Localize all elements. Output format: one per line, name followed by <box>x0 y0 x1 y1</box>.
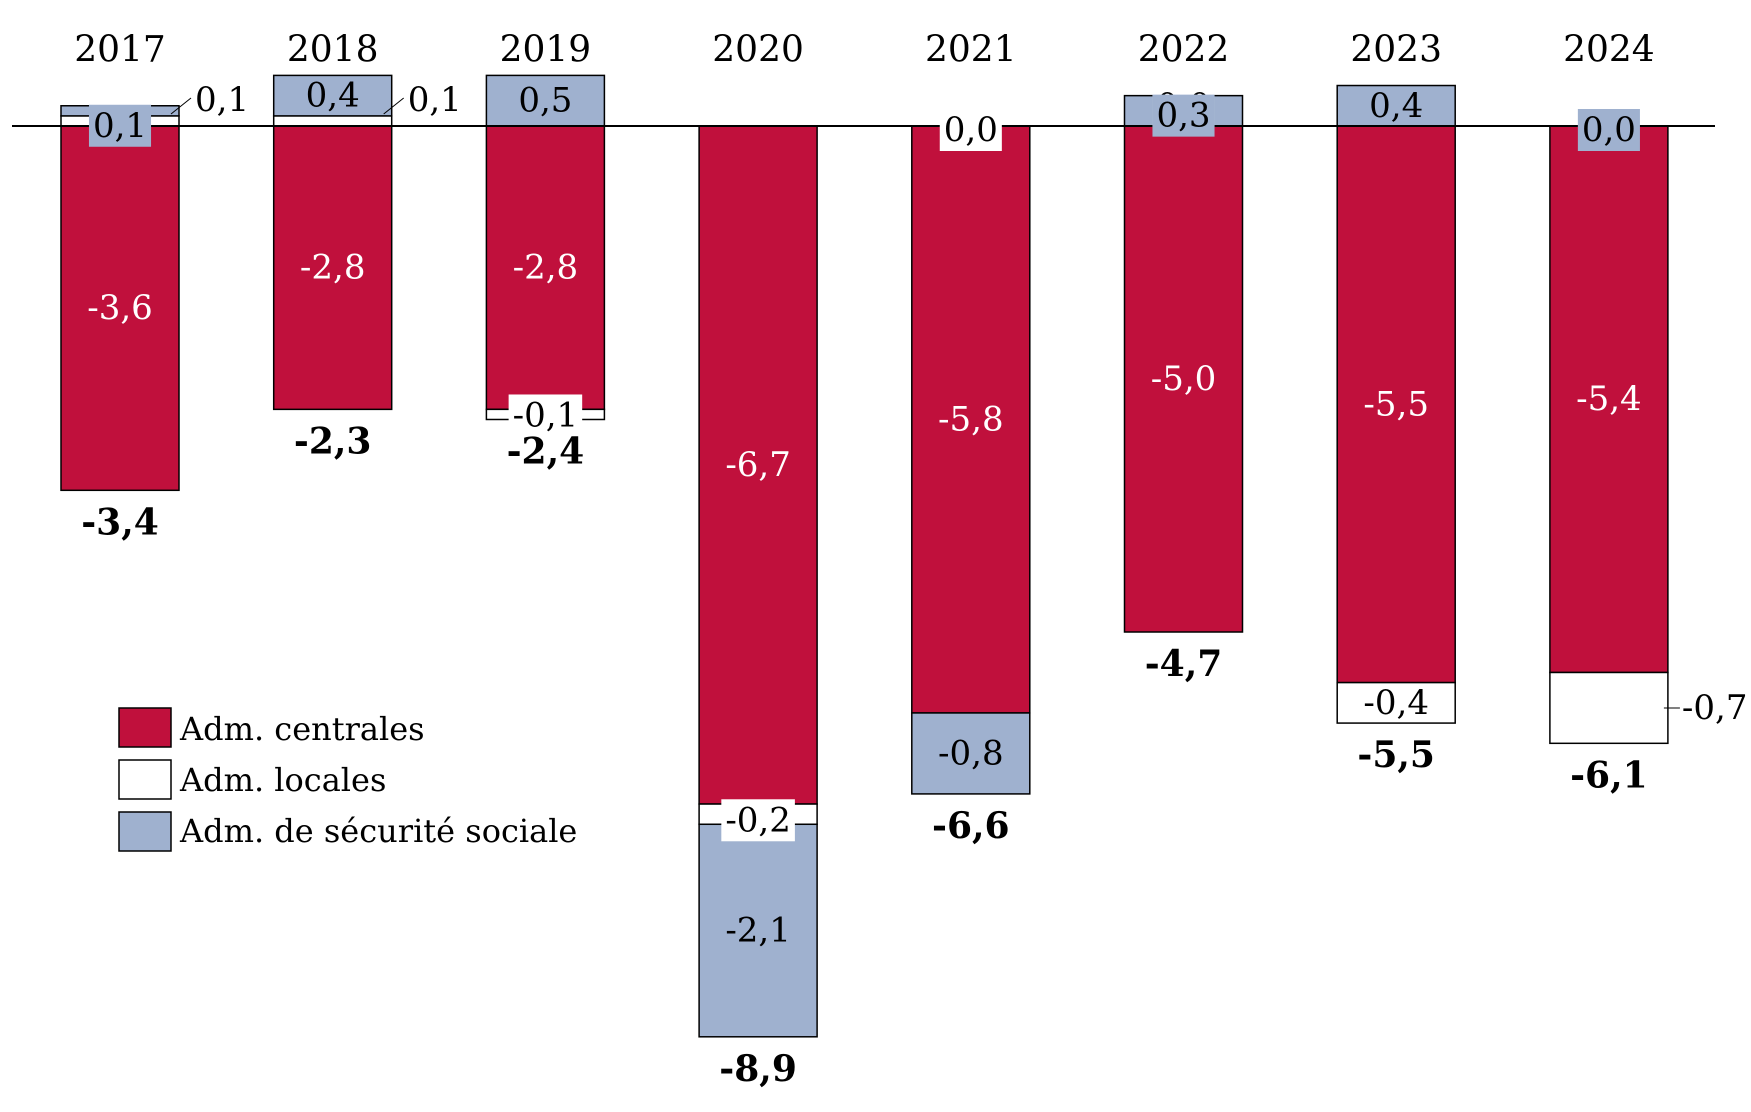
data-label-adm-centrales-2020: -6,7 <box>725 445 791 485</box>
data-label-adm-de-securite-sociale-2020: -2,1 <box>725 911 791 951</box>
legend-label-securite-sociale: Adm. de sécurité sociale <box>179 812 577 850</box>
data-label-adm-locales-2024-group: -0,7 <box>1663 688 1748 728</box>
data-label-adm-locales-2017: 0,1 <box>195 80 249 120</box>
data-label-adm-de-securite-sociale-2022-bg <box>1152 94 1215 137</box>
data-label-adm-locales-2017-group: 0,1 <box>170 80 249 120</box>
total-label-2017: -3,4 <box>81 501 159 543</box>
data-label-adm-locales-2023: -0,4 <box>1363 683 1429 723</box>
data-label-adm-locales-2019-group: -0,1 <box>508 394 583 437</box>
data-label-adm-centrales-2017: -3,6 <box>87 288 153 328</box>
total-label-2019: -2,4 <box>507 430 585 472</box>
data-label-adm-centrales-2023: -5,5 <box>1363 384 1429 424</box>
data-label-adm-locales-2020: -0,2 <box>725 800 791 840</box>
data-label-adm-locales-2020-bg <box>721 799 795 842</box>
total-label-2023: -5,5 <box>1357 734 1435 776</box>
data-label-adm-locales-2019-bg <box>508 394 583 437</box>
bars-layer <box>60 74 1669 1038</box>
bar-adm-de-securite-sociale-2019 <box>485 74 606 127</box>
bar-adm-centrales-2024 <box>1549 125 1669 674</box>
data-label-adm-centrales-2023-group: -5,5 <box>1363 384 1429 424</box>
bar-adm-de-securite-sociale-2018 <box>272 74 393 117</box>
legend-item-locales: Adm. locales <box>118 759 386 800</box>
bar-adm-centrales-2019 <box>485 125 606 411</box>
data-label-adm-de-securite-sociale-2020-group: -2,1 <box>725 911 791 951</box>
data-label-adm-de-securite-sociale-2018: 0,4 <box>306 76 360 116</box>
total-label-2024: -6,1 <box>1570 754 1648 796</box>
data-label-adm-centrales-2022-group: -5,0 <box>1151 359 1217 399</box>
legend-item-centrales: Adm. centrales <box>118 707 425 748</box>
data-label-adm-centrales-2022: -5,0 <box>1151 359 1217 399</box>
data-label-adm-locales-2021: 0,0 <box>944 110 998 150</box>
data-label-adm-centrales-2019-group: -2,8 <box>513 248 579 288</box>
year-label-2022: 2022 <box>1138 30 1230 71</box>
data-label-adm-locales-2024: -0,7 <box>1682 688 1748 728</box>
legend-swatch-securite-sociale <box>118 811 172 852</box>
data-label-adm-de-securite-sociale-2017-group: 0,1 <box>88 104 152 147</box>
data-label-adm-locales-2023-group: -0,4 <box>1363 683 1429 723</box>
bar-adm-centrales-2023 <box>1336 125 1456 684</box>
data-label-adm-de-securite-sociale-2023-group: 0,4 <box>1369 86 1423 126</box>
legend-swatch-centrales <box>118 707 172 748</box>
data-label-adm-de-securite-sociale-2018-group: 0,4 <box>306 76 360 116</box>
data-label-adm-de-securite-sociale-2017-bg <box>88 104 152 147</box>
data-label-adm-de-securite-sociale-2019: 0,5 <box>518 81 572 121</box>
bar-adm-de-securite-sociale-2023 <box>1336 84 1456 127</box>
data-label-adm-locales-2019: -0,1 <box>513 395 579 435</box>
data-label-adm-centrales-2018: -2,8 <box>300 248 366 288</box>
bar-adm-de-securite-sociale-2021 <box>911 712 1031 795</box>
total-label-2018: -2,3 <box>294 420 372 462</box>
data-label-adm-locales-2021-group: 0,0 <box>939 109 1002 151</box>
data-label-adm-locales-2018-leader <box>383 97 405 115</box>
data-label-adm-de-securite-sociale-2024: 0,0 <box>1582 110 1636 150</box>
data-label-adm-locales-2017-leader <box>170 97 192 115</box>
year-label-2023: 2023 <box>1350 30 1442 71</box>
data-label-adm-de-securite-sociale-2017: 0,1 <box>93 106 147 146</box>
data-label-adm-centrales-2024: -5,4 <box>1576 379 1642 419</box>
data-label-adm-locales-2018-group: 0,1 <box>383 80 462 120</box>
bar-adm-centrales-2018 <box>272 125 393 411</box>
legend-item-securite-sociale: Adm. de sécurité sociale <box>118 811 577 852</box>
data-label-adm-de-securite-sociale-2019-group: 0,5 <box>518 81 572 121</box>
data-label-adm-centrales-2019: -2,8 <box>513 248 579 288</box>
bar-adm-locales-2023 <box>1336 681 1456 724</box>
year-label-2020: 2020 <box>712 30 804 71</box>
data-label-adm-de-securite-sociale-2022-group: 0,3 <box>1152 94 1215 137</box>
data-label-adm-centrales-2018-group: -2,8 <box>300 248 366 288</box>
data-label-adm-centrales-2021: -5,8 <box>938 399 1004 439</box>
total-label-2020: -8,9 <box>719 1048 797 1090</box>
data-label-adm-centrales-2020-group: -6,7 <box>725 445 791 485</box>
data-label-adm-de-securite-sociale-2021-group: -0,8 <box>938 733 1004 773</box>
year-label-2021: 2021 <box>925 30 1017 71</box>
year-label-2019: 2019 <box>500 30 592 71</box>
legend-label-locales: Adm. locales <box>179 761 386 799</box>
data-label-adm-locales-2020-group: -0,2 <box>721 799 795 842</box>
year-label-2017: 2017 <box>74 30 166 71</box>
legend-swatch-locales <box>118 759 172 800</box>
total-label-2022: -4,7 <box>1145 643 1223 685</box>
bar-adm-centrales-2022 <box>1123 125 1244 633</box>
data-label-adm-locales-2021-bg <box>939 109 1002 151</box>
bar-adm-centrales-2021 <box>911 125 1031 714</box>
data-label-adm-centrales-2021-group: -5,8 <box>938 399 1004 439</box>
data-label-adm-locales-2018: 0,1 <box>408 80 462 120</box>
data-label-adm-de-securite-sociale-2024-group: 0,0 <box>1577 109 1640 151</box>
data-label-adm-centrales-2024-group: -5,4 <box>1576 379 1642 419</box>
data-label-adm-de-securite-sociale-2024-bg <box>1577 109 1640 151</box>
data-label-adm-centrales-2017-group: -3,6 <box>87 288 153 328</box>
bar-adm-locales-2024 <box>1549 671 1669 745</box>
data-label-adm-de-securite-sociale-2023: 0,4 <box>1369 86 1423 126</box>
data-label-adm-de-securite-sociale-2022: 0,3 <box>1156 96 1210 136</box>
bar-adm-centrales-2017 <box>60 125 180 492</box>
data-label-adm-de-securite-sociale-2021: -0,8 <box>938 733 1004 773</box>
bar-adm-locales-2018 <box>272 115 393 127</box>
year-label-2018: 2018 <box>287 30 379 71</box>
labels-layer: 2017 -3,6 0,1 0,1 -3,4 2018 -2,8 0,1 0,4 -2,3 2019… <box>74 30 1747 1090</box>
legend-label-centrales: Adm. centrales <box>179 710 425 748</box>
total-label-2021: -6,6 <box>932 805 1010 847</box>
year-label-2024: 2024 <box>1563 30 1655 71</box>
legend: Adm. centrales Adm. locales Adm. de sécu… <box>118 707 577 852</box>
